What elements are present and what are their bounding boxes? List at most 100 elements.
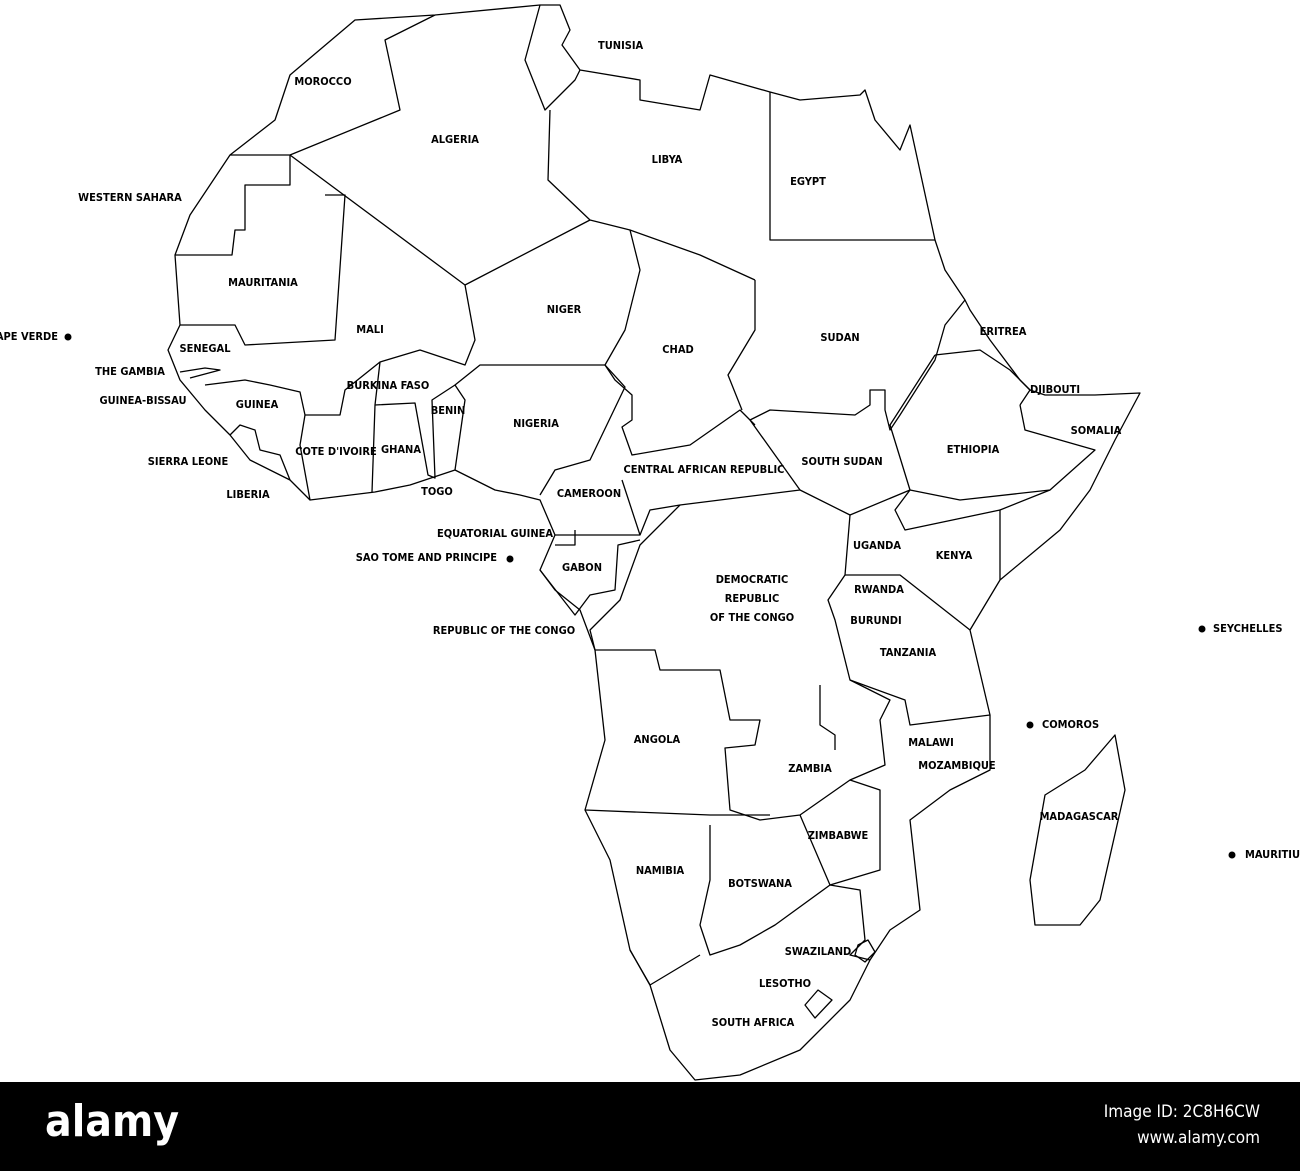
africa-outline (167, 4, 1141, 1081)
country-label: BOTSWANA (728, 877, 792, 890)
border (799, 779, 881, 886)
country-label: EGYPT (790, 175, 826, 188)
country-label: OF THE CONGO (710, 611, 794, 624)
border (699, 825, 871, 961)
watermark-url: www.alamy.com (1137, 1128, 1260, 1148)
country-label: SIERRA LEONE (148, 455, 229, 468)
border (555, 530, 576, 546)
country-label: RWANDA (854, 583, 904, 596)
country-label: NIGER (547, 303, 582, 316)
country-label: LIBYA (652, 153, 683, 166)
country-label: CAMEROON (557, 487, 621, 500)
country-label: TUNISIA (598, 39, 644, 52)
border (629, 949, 701, 986)
border (454, 364, 626, 496)
country-label: ALGERIA (431, 133, 479, 146)
border (845, 574, 971, 631)
country-label: TOGO (421, 485, 453, 498)
country-label: GABON (562, 561, 602, 574)
country-label: DJIBOUTI (1030, 383, 1080, 396)
border (230, 14, 436, 156)
border (524, 4, 581, 111)
country-label: LESOTHO (759, 977, 811, 990)
country-label: THE GAMBIA (95, 365, 165, 378)
border (769, 92, 935, 241)
country-label: KENYA (936, 549, 973, 562)
island-label: MAURITIUS (1245, 848, 1300, 861)
country-borders (167, 4, 1141, 1081)
country-label: MALAWI (908, 736, 954, 749)
country-label: REPUBLIC OF THE CONGO (433, 624, 575, 637)
island-label: COMOROS (1042, 718, 1099, 731)
border (889, 354, 1096, 501)
border (289, 154, 591, 286)
border (204, 379, 306, 416)
watermark-bar (0, 1082, 1300, 1171)
country-label: WESTERN SAHARA (78, 191, 182, 204)
country-label: ETHIOPIA (947, 443, 1000, 456)
island-dot (1198, 625, 1206, 633)
country-label: SWAZILAND (785, 945, 852, 958)
border (819, 685, 836, 750)
border (589, 504, 891, 821)
country-label: CENTRAL AFRICAN REPUBLIC (624, 463, 785, 476)
country-label: CHAD (662, 343, 693, 356)
border (934, 349, 1031, 406)
country-label: ZAMBIA (788, 762, 832, 775)
country-label: BURUNDI (850, 614, 901, 627)
country-label: MADAGASCAR (1040, 810, 1119, 823)
madagascar-outline (1029, 734, 1126, 926)
country-label: ZIMBABWE (808, 829, 869, 842)
border (604, 229, 756, 456)
island-dot (1228, 851, 1236, 859)
border (849, 679, 991, 726)
island-label: SAO TOME AND PRINCIPE (356, 551, 497, 564)
country-label: MALI (356, 323, 384, 336)
border (180, 194, 346, 346)
border (179, 367, 221, 379)
country-label: SUDAN (820, 331, 859, 344)
country-label: GUINEA (236, 398, 279, 411)
border (547, 109, 756, 281)
country-label: NAMIBIA (636, 864, 685, 877)
country-label: SOMALIA (1071, 424, 1122, 437)
country-label: BENIN (431, 404, 466, 417)
island-dot (1026, 721, 1034, 729)
border (749, 299, 966, 431)
country-label: UGANDA (853, 539, 901, 552)
country-label: LIBERIA (226, 488, 270, 501)
country-label: TANZANIA (880, 646, 937, 659)
border (175, 155, 291, 256)
border (374, 384, 466, 479)
country-label: MOROCCO (294, 75, 351, 88)
country-label: REPUBLIC (725, 592, 779, 605)
border (727, 280, 756, 411)
country-label: GHANA (381, 443, 421, 456)
border (555, 419, 801, 536)
country-label: MOZAMBIQUE (918, 759, 996, 772)
country-label: DEMOCRATIC (716, 573, 789, 586)
country-label: MAURITANIA (228, 276, 298, 289)
country-label: ERITREA (980, 325, 1027, 338)
country-label: SOUTH AFRICA (712, 1016, 795, 1029)
border (584, 809, 770, 816)
lesotho-outline (804, 989, 833, 1019)
swaziland-outline (854, 939, 876, 963)
border (799, 489, 1001, 531)
country-label: SOUTH SUDAN (801, 455, 882, 468)
border (305, 284, 476, 416)
border (539, 539, 641, 616)
country-label: GUINEA-BISSAU (100, 394, 187, 407)
island-dots (64, 333, 1236, 859)
border (621, 479, 641, 536)
island-dot (64, 333, 72, 341)
country-label: NIGERIA (513, 417, 559, 430)
watermark-logo: alamy (45, 1096, 179, 1147)
island-dot (506, 555, 514, 563)
border (299, 414, 311, 501)
country-label: EQUATORIAL GUINEA (437, 527, 553, 540)
border (229, 424, 291, 481)
watermark-id: Image ID: 2C8H6CW (1104, 1102, 1260, 1122)
